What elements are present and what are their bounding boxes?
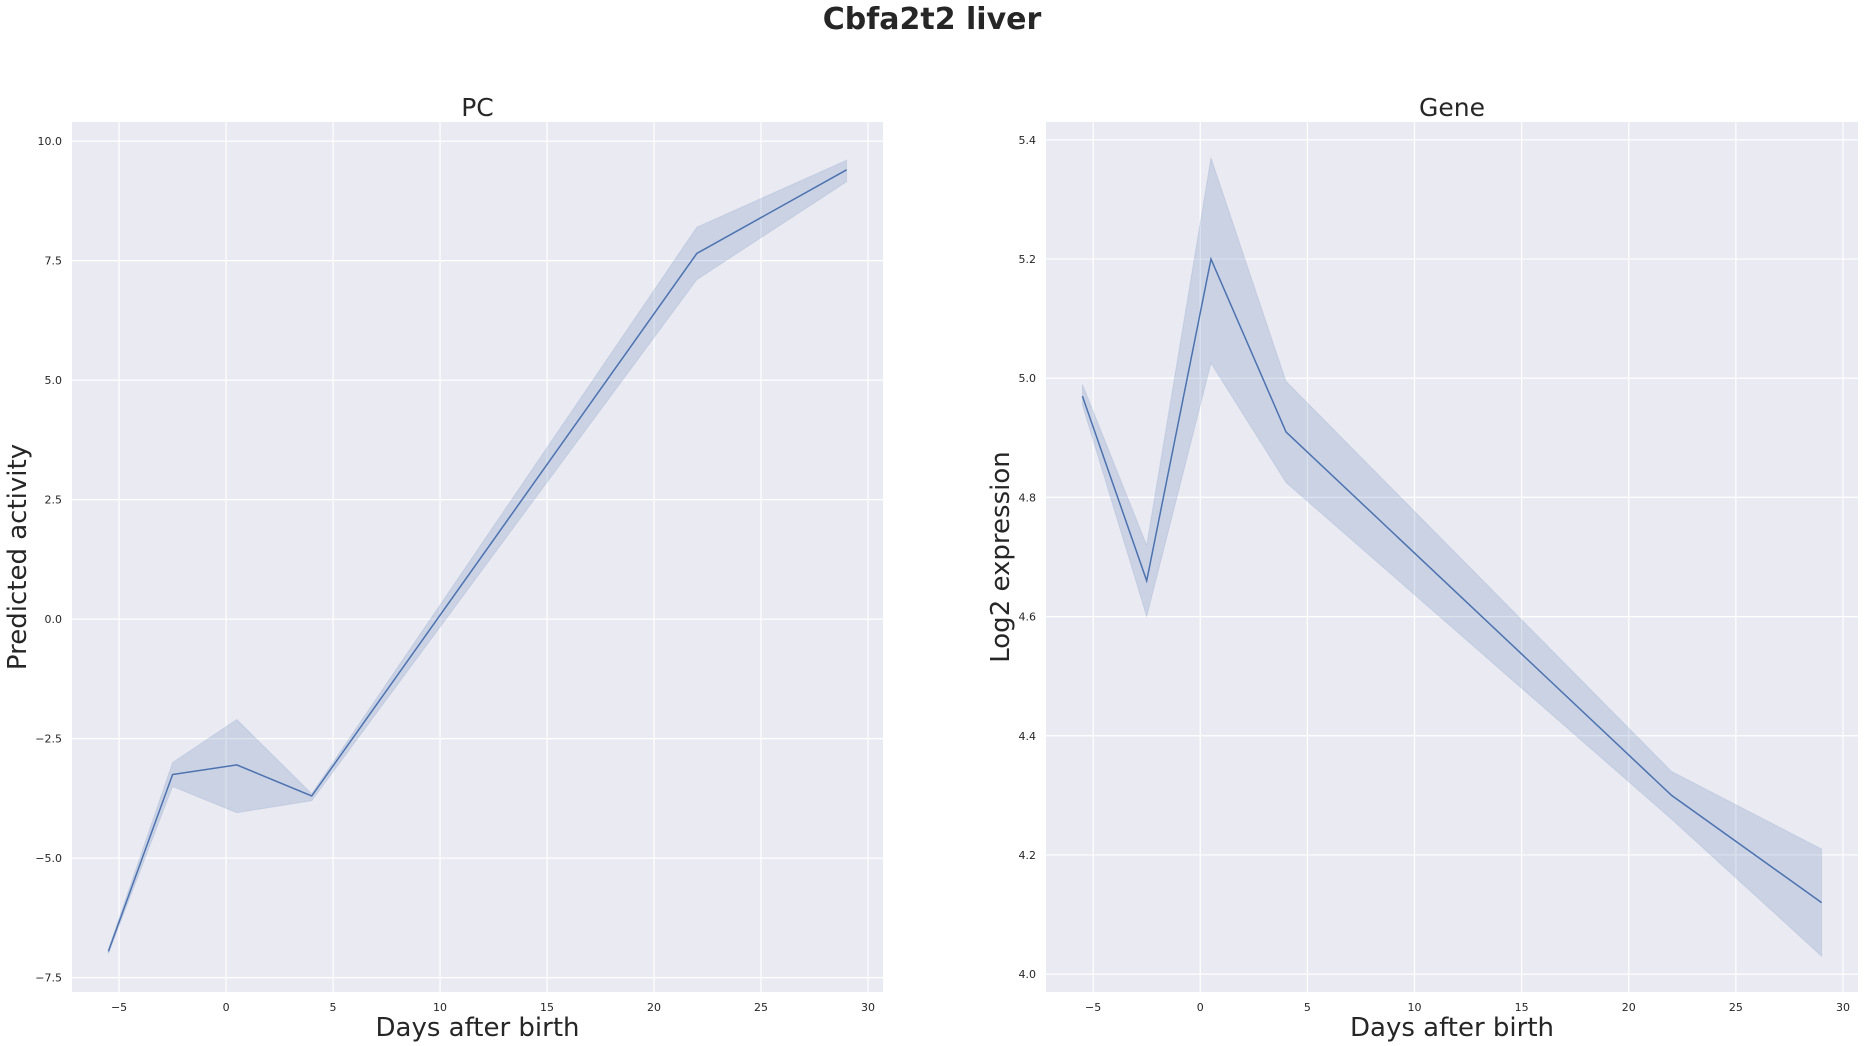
y-tick-label: 5.2 — [1019, 253, 1037, 266]
y-tick-label: −2.5 — [35, 733, 62, 746]
y-tick-label: 4.8 — [1019, 491, 1037, 504]
y-tick-label: 4.4 — [1019, 730, 1037, 743]
panel-1: −5 0 5 10 15 20 25 30 4.0 4.2 4.4 4.6 4.8 5.0 5.2 5.4 Ge… — [986, 93, 1858, 1043]
x-tick-label: 30 — [861, 1001, 875, 1014]
y-tick-label: 5.0 — [1019, 372, 1037, 385]
y-tick-label: 4.2 — [1019, 849, 1037, 862]
x-tick-label: 25 — [1729, 1001, 1743, 1014]
x-tick-label: 0 — [1197, 1001, 1204, 1014]
plot-area — [72, 122, 883, 992]
y-axis-label: Predicted activity — [3, 444, 33, 670]
y-tick-label: −7.5 — [35, 972, 62, 985]
panel-title: PC — [461, 93, 494, 122]
y-tick-label: 10.0 — [38, 135, 63, 148]
figure-title: Cbfa2t2 liver — [822, 2, 1042, 37]
y-axis-label: Log2 expression — [986, 451, 1016, 663]
x-tick-label: −5 — [1085, 1001, 1101, 1014]
panel-0: −5 0 5 10 15 20 25 30 −7.5 −5.0 −2.5 0.0 2.5 5.0 7.5 10… — [3, 93, 883, 1043]
x-tick-label: 0 — [223, 1001, 230, 1014]
x-tick-label: 5 — [1304, 1001, 1311, 1014]
x-tick-label: 15 — [1515, 1001, 1529, 1014]
x-tick-label: 20 — [647, 1001, 661, 1014]
confidence-band — [1081, 157, 1823, 958]
y-tick-label: 4.6 — [1019, 611, 1037, 624]
plot-area — [1046, 122, 1858, 992]
y-tick-label: 5.4 — [1019, 134, 1037, 147]
x-tick-label: 10 — [433, 1001, 447, 1014]
confidence-band — [107, 159, 848, 954]
y-tick-label: 0.0 — [45, 613, 63, 626]
x-axis-label: Days after birth — [375, 1013, 579, 1043]
y-tick-label: −5.0 — [35, 852, 62, 865]
series-line — [107, 169, 847, 952]
panel-title: Gene — [1419, 93, 1485, 122]
x-tick-label: 10 — [1408, 1001, 1422, 1014]
y-tick-label: 5.0 — [45, 374, 63, 387]
x-tick-label: 20 — [1622, 1001, 1636, 1014]
y-tick-label: 2.5 — [45, 494, 63, 507]
y-tick-label: 7.5 — [45, 255, 63, 268]
x-tick-label: 5 — [330, 1001, 337, 1014]
x-tick-label: 15 — [540, 1001, 554, 1014]
x-tick-label: 30 — [1836, 1001, 1850, 1014]
x-tick-label: −5 — [111, 1001, 127, 1014]
series-line — [1081, 256, 1823, 904]
x-axis-label: Days after birth — [1350, 1013, 1554, 1043]
y-tick-label: 4.0 — [1019, 968, 1037, 981]
x-tick-label: 25 — [754, 1001, 768, 1014]
